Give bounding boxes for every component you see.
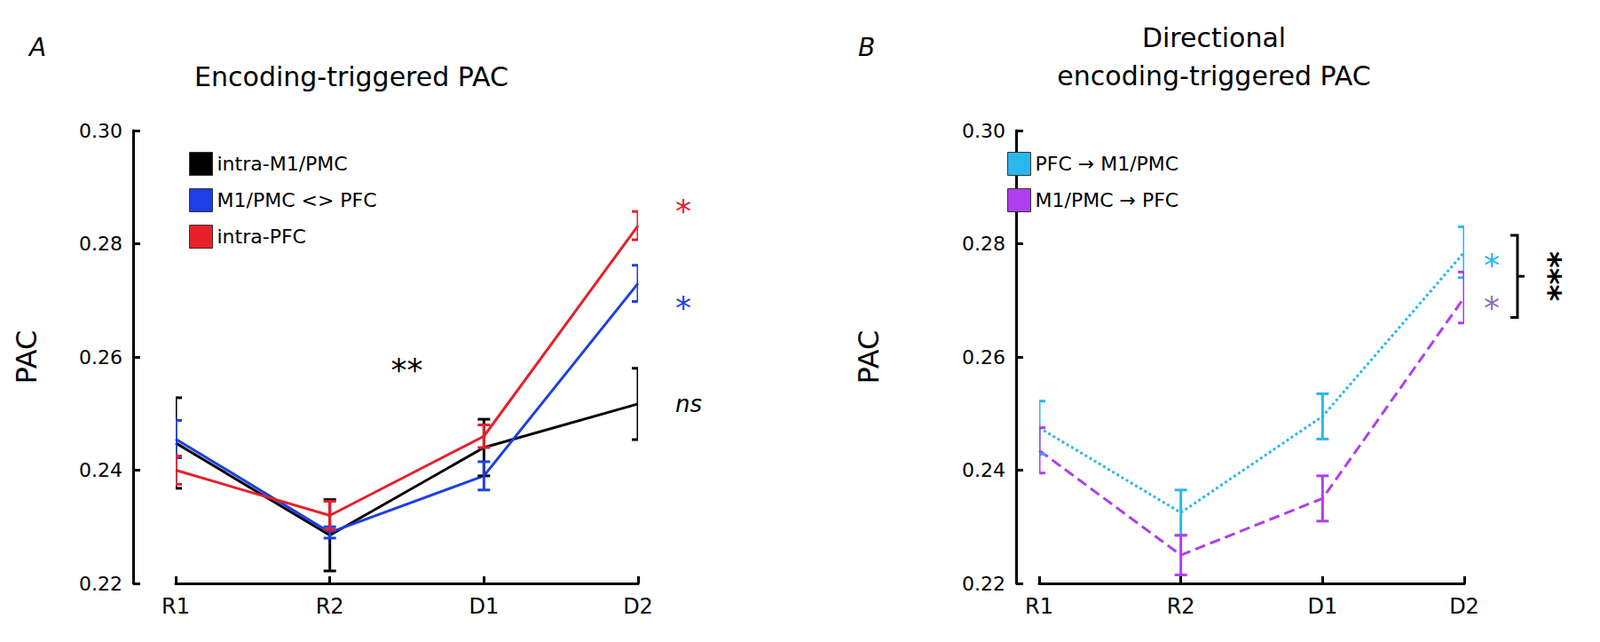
svg-text:R1: R1 <box>161 593 190 619</box>
svg-text:0.30: 0.30 <box>78 119 123 142</box>
svg-text:PAC: PAC <box>851 330 886 385</box>
svg-text:PFC → M1/PMC: PFC → M1/PMC <box>1035 152 1180 175</box>
svg-text:0.30: 0.30 <box>961 119 1006 142</box>
svg-text:ns: ns <box>675 390 702 418</box>
svg-text:0.26: 0.26 <box>961 346 1006 369</box>
svg-text:D1: D1 <box>1307 593 1338 619</box>
svg-text:R2: R2 <box>1166 593 1196 619</box>
svg-text:0.24: 0.24 <box>78 458 123 481</box>
svg-text:D2: D2 <box>622 593 654 619</box>
svg-text:M1/PMC <> PFC: M1/PMC <> PFC <box>217 189 378 212</box>
svg-text:0.24: 0.24 <box>961 458 1006 481</box>
svg-text:encoding-triggered PAC: encoding-triggered PAC <box>1056 60 1371 92</box>
svg-text:D2: D2 <box>1449 593 1480 619</box>
svg-text:*: * <box>1483 246 1500 284</box>
svg-text:D1: D1 <box>468 593 499 619</box>
svg-text:R2: R2 <box>315 593 345 619</box>
svg-text:*: * <box>675 192 692 229</box>
svg-text:A: A <box>27 32 47 63</box>
svg-text:**: ** <box>391 351 424 388</box>
svg-text:B: B <box>858 32 875 63</box>
svg-text:*: * <box>1483 289 1500 326</box>
svg-text:PAC: PAC <box>9 330 44 385</box>
svg-text:***: *** <box>1531 251 1569 302</box>
svg-text:Encoding-triggered PAC: Encoding-triggered PAC <box>194 61 509 93</box>
svg-text:M1/PMC → PFC: M1/PMC → PFC <box>1035 189 1180 212</box>
svg-text:0.28: 0.28 <box>961 232 1006 255</box>
svg-text:intra-PFC: intra-PFC <box>217 225 307 248</box>
svg-text:0.22: 0.22 <box>961 572 1006 595</box>
svg-text:0.26: 0.26 <box>78 346 123 369</box>
svg-text:0.22: 0.22 <box>78 572 123 595</box>
svg-text:intra-M1/PMC: intra-M1/PMC <box>217 152 348 175</box>
svg-text:0.28: 0.28 <box>78 232 123 255</box>
svg-text:*: * <box>675 289 692 326</box>
svg-text:R1: R1 <box>1024 593 1054 619</box>
svg-text:Directional: Directional <box>1142 22 1286 54</box>
